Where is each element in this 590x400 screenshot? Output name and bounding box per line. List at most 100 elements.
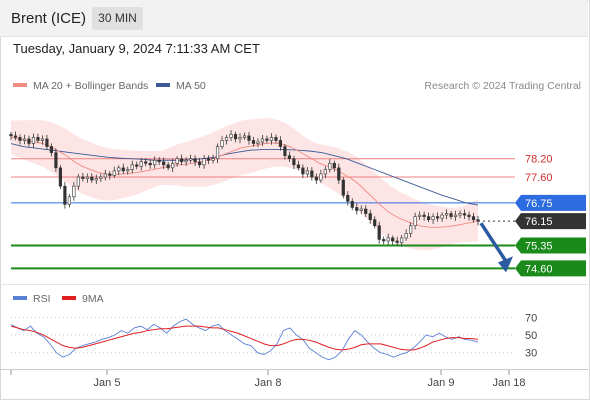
candle [58, 165, 62, 189]
candle-body [476, 219, 480, 222]
candle [256, 138, 260, 148]
candle [135, 161, 139, 170]
candle [386, 233, 390, 245]
candle-body [296, 164, 300, 169]
candle [180, 154, 184, 166]
level-label-76-75: 76.75 [525, 198, 553, 210]
candle [296, 160, 300, 171]
candle [274, 134, 278, 144]
candle-body [453, 214, 458, 217]
candle-body [251, 140, 256, 144]
candle-body [211, 158, 215, 161]
candle-body [13, 135, 18, 138]
candle [314, 173, 318, 185]
candle-body [444, 213, 449, 216]
rsi-tick-30: 30 [525, 348, 537, 360]
candle-body [467, 214, 471, 217]
level-label-75-35: 75.35 [525, 241, 553, 253]
candle-body [206, 158, 211, 161]
candle-body [202, 158, 206, 166]
candle-body [301, 167, 305, 175]
candle-body [386, 237, 390, 242]
candle [301, 164, 305, 179]
candle [63, 181, 67, 209]
candle [112, 166, 116, 179]
candle-body [382, 239, 386, 242]
timeframe-badge[interactable]: 30 MIN [92, 7, 143, 30]
candle [373, 216, 377, 229]
candle-body [157, 159, 161, 163]
candle [444, 209, 449, 220]
candle-body [350, 201, 354, 208]
forecast-arrow-head [498, 256, 513, 273]
candle [440, 212, 444, 222]
candle [359, 205, 363, 215]
candle [117, 165, 121, 176]
candle-body [180, 158, 184, 163]
candle [36, 133, 40, 143]
candle-body [31, 137, 36, 144]
candle-body [314, 176, 318, 181]
candle [157, 157, 161, 166]
x-tick-label: Jan 18 [492, 377, 525, 389]
candle-body [373, 219, 377, 227]
candle-body [220, 140, 224, 147]
candle-body [49, 146, 54, 153]
candle [18, 134, 22, 145]
candle [323, 166, 327, 179]
candle [67, 194, 71, 208]
candle [458, 210, 462, 219]
candle-body [422, 214, 426, 217]
candle [90, 173, 94, 183]
candle [13, 131, 18, 141]
candle-body [341, 179, 345, 196]
candle-body [99, 176, 103, 179]
candle-body [18, 137, 22, 141]
candle [22, 134, 27, 145]
candle [242, 132, 247, 140]
ma50-legend-label: MA 50 [176, 80, 206, 92]
candle-body [153, 159, 157, 166]
ma20-line [10, 136, 479, 228]
candle-body [193, 158, 197, 163]
candle-body [355, 207, 359, 211]
candle [211, 154, 215, 164]
candle-body [63, 185, 67, 205]
candle [162, 157, 166, 170]
candle [427, 212, 431, 223]
level-label-76-15: 76.15 [525, 216, 553, 228]
candle [139, 157, 143, 171]
candle [251, 136, 256, 147]
candle-body [90, 176, 94, 181]
candle-body [54, 152, 58, 169]
candle [332, 160, 336, 172]
x-tick-label: Jan 5 [94, 377, 121, 389]
candle [355, 203, 359, 215]
rsi-tick-50: 50 [525, 330, 537, 342]
ma50-swatch [156, 83, 170, 88]
candle-body [368, 213, 372, 220]
candle-body [166, 164, 170, 169]
candle [9, 131, 13, 141]
candle [153, 156, 157, 169]
candle-body [27, 138, 31, 144]
candle [278, 136, 283, 151]
candle-body [36, 137, 40, 141]
candle-body [130, 164, 134, 170]
candle [220, 136, 224, 150]
candle-body [409, 225, 413, 234]
candle [391, 235, 395, 245]
candle-body [274, 137, 278, 141]
candle [238, 133, 242, 144]
candle-body [328, 163, 332, 170]
candle-body [238, 137, 242, 140]
candle [292, 155, 296, 170]
candle [54, 148, 58, 172]
rsi-9ma-line [10, 325, 479, 351]
rsi-swatch [13, 296, 27, 301]
candle-body [162, 161, 166, 166]
time-axis-line [0, 369, 588, 370]
candle-body [287, 155, 292, 160]
candle-body [22, 138, 27, 141]
